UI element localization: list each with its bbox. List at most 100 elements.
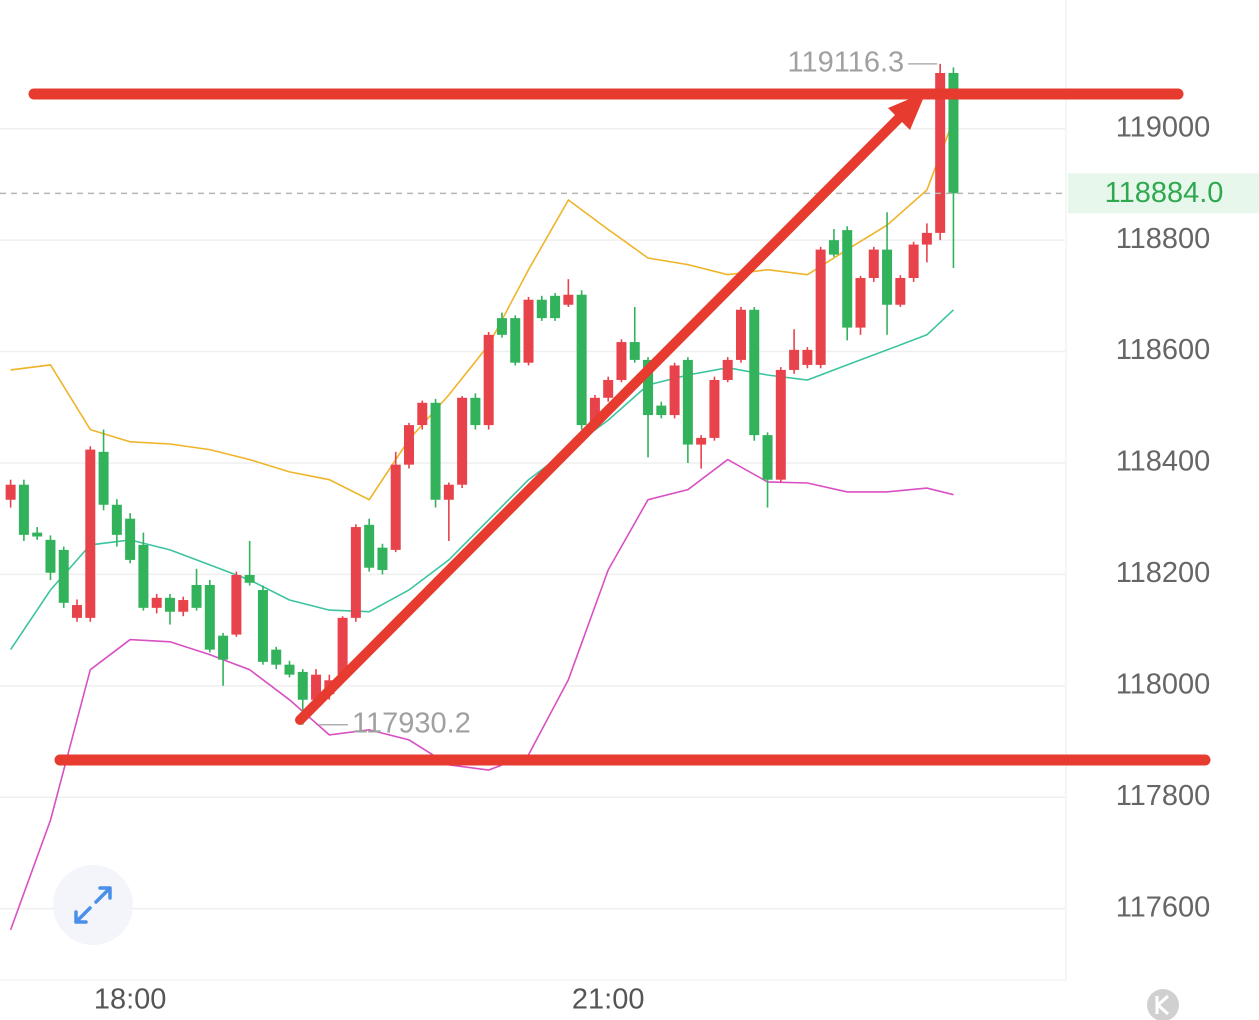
candle-body [921, 232, 932, 245]
candle-body [908, 244, 919, 279]
candle-body [510, 318, 521, 363]
y-tick-label: 118000 [1116, 668, 1211, 700]
candle-body [722, 359, 733, 380]
expand-icon[interactable] [74, 886, 112, 924]
candle-body [735, 309, 746, 360]
candle-body [377, 547, 388, 570]
candle-body [457, 397, 468, 485]
candle-body [589, 397, 600, 426]
candle-body [828, 240, 839, 255]
candle-body [178, 600, 189, 612]
candle-body [125, 518, 136, 560]
candle-body [404, 425, 415, 465]
candle-body [204, 584, 215, 650]
kline-button-bg[interactable] [1147, 989, 1179, 1020]
candle-body [218, 635, 229, 660]
expand-button[interactable] [53, 865, 133, 945]
candle-body [895, 278, 906, 305]
candle-body [696, 437, 707, 445]
candle-body [948, 72, 959, 194]
expand-button-bg[interactable] [53, 865, 133, 945]
candle-body [284, 664, 295, 675]
drawing-layer [28, 88, 1211, 766]
candle-body [789, 349, 800, 370]
candle-body [749, 309, 760, 436]
y-tick-label: 118800 [1116, 223, 1211, 255]
last-price-badge [1068, 173, 1259, 214]
candle-body [257, 590, 268, 662]
candle-body [337, 617, 348, 675]
x-tick-label: 21:00 [572, 984, 645, 1016]
candle-body [629, 342, 640, 360]
candle-body [842, 230, 853, 328]
band-line [10, 119, 955, 501]
candle-body [709, 379, 720, 438]
candle-body [775, 369, 786, 480]
candle-body [58, 549, 69, 603]
y-tick-label: 117800 [1116, 780, 1211, 812]
candle-body [855, 278, 866, 328]
trend-arrow-head [888, 92, 926, 130]
candle-body [430, 402, 441, 500]
candle-body [18, 484, 29, 535]
candle-body [111, 504, 122, 535]
candle-body [390, 464, 401, 550]
y-tick-label: 118400 [1116, 446, 1211, 478]
band-line [9, 458, 954, 931]
candle-body [815, 249, 826, 365]
y-tick-label: 118200 [1116, 557, 1211, 589]
candle-body [350, 527, 361, 618]
grid-layer [0, 127, 1065, 910]
candle-body [563, 294, 574, 305]
candle-body [550, 295, 561, 319]
y-tick-label: 118600 [1116, 334, 1211, 366]
marks-layer [0, 63, 1065, 931]
candle-body [523, 299, 534, 363]
candle-body [802, 349, 813, 365]
candle-body [164, 597, 175, 612]
candle-body [669, 365, 680, 416]
y-tick-label: 119000 [1116, 111, 1211, 143]
kline-icon[interactable] [1155, 994, 1170, 1016]
candle-body [576, 294, 587, 426]
candle-body [297, 671, 308, 700]
candle-body [271, 649, 282, 665]
candle-body [417, 402, 428, 426]
candle-body [311, 674, 322, 700]
candle-body [151, 597, 162, 608]
candle-body [643, 359, 654, 416]
candle-body [364, 524, 375, 568]
band-line [9, 309, 955, 651]
candle-body [244, 574, 255, 583]
candle-body [98, 451, 109, 505]
candle-body [483, 334, 494, 426]
candle-body [536, 299, 547, 319]
candle-body [72, 605, 83, 618]
candle-body [656, 405, 667, 416]
candle-body [45, 539, 56, 573]
candle-body [5, 484, 16, 500]
kline-button[interactable] [1147, 989, 1179, 1020]
candle-body [496, 318, 507, 335]
candle-body [32, 532, 43, 537]
candle-body [935, 72, 946, 233]
y-tick-label: 117600 [1116, 891, 1211, 923]
candle-body [882, 249, 893, 305]
high-marker-label: 119116.3 [788, 47, 905, 79]
low-marker-label: 117930.2 [352, 707, 471, 739]
candle-body [138, 544, 149, 608]
candle-body [868, 249, 879, 279]
x-tick-label: 18:00 [94, 984, 167, 1016]
candle-body [603, 379, 614, 398]
candle-body [443, 484, 454, 500]
candle-body [470, 397, 481, 426]
candle-body [762, 435, 773, 480]
candle-body [682, 359, 693, 445]
last-price-label: 118884.0 [1105, 177, 1224, 209]
candle-body [231, 574, 242, 635]
candle-body [85, 449, 96, 618]
trend-arrow [295, 107, 910, 725]
candle-body [191, 584, 202, 608]
